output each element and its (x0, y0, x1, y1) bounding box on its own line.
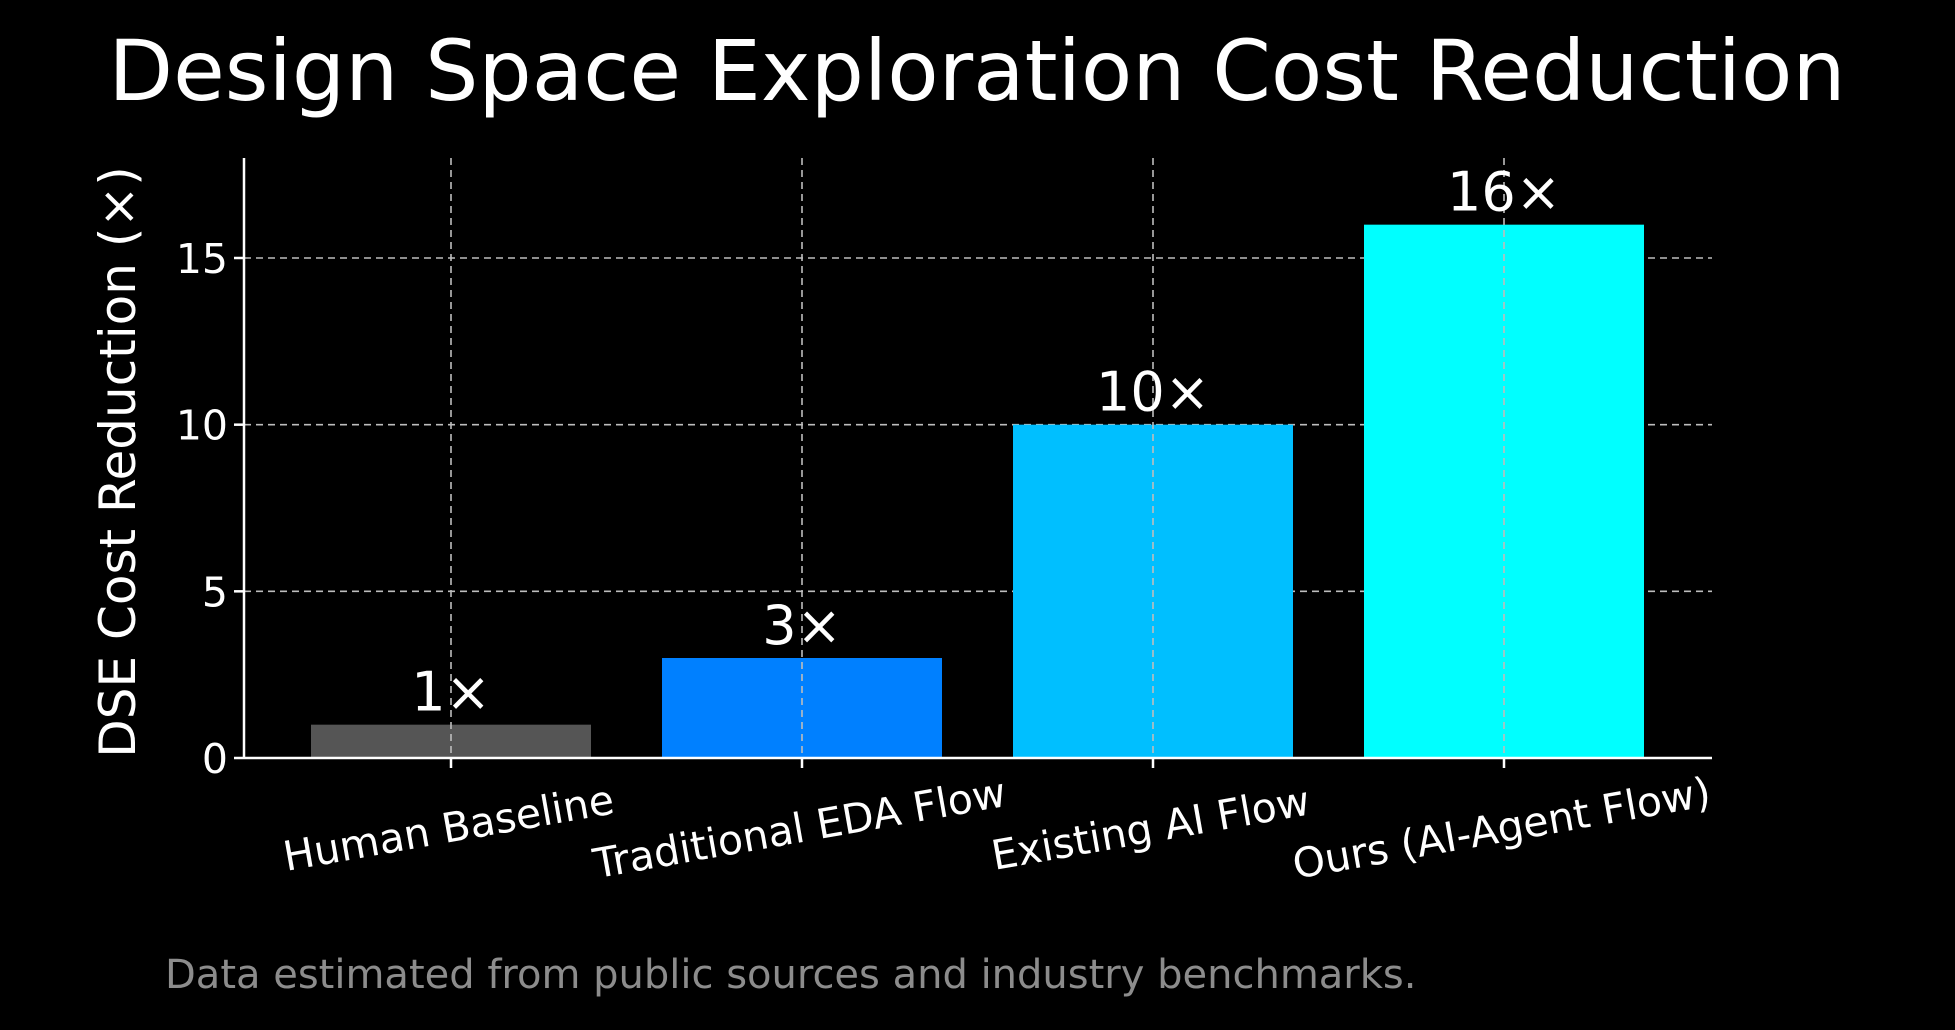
grid (244, 257, 1712, 593)
y-tick-label: 0 (202, 735, 228, 783)
vertical-grid (450, 158, 1505, 758)
x-tick-label: Traditional EDA Flow (589, 768, 1010, 888)
bar-value-label: 16× (1447, 161, 1561, 224)
data-labels: 1× 3× 10× 16× (411, 161, 1561, 724)
bars (311, 224, 1644, 758)
x-tick-label: Human Baseline (280, 776, 618, 881)
y-tick-label: 5 (202, 568, 228, 616)
bar-value-label: 1× (411, 661, 491, 724)
y-ticks: 0 5 10 15 (176, 235, 244, 783)
y-tick-label: 10 (176, 402, 228, 450)
bar-4 (1364, 224, 1644, 758)
x-tick-label: Existing AI Flow (988, 777, 1314, 880)
chart-title: Design Space Exploration Cost Reduction (108, 22, 1845, 120)
x-tick-label: Ours (AI-Agent Flow) (1289, 768, 1714, 889)
footnote: Data estimated from public sources and i… (165, 952, 1416, 998)
y-axis-label: DSE Cost Reduction (×) (89, 166, 147, 758)
bar-value-label: 3× (762, 594, 842, 657)
bar-value-label: 10× (1096, 361, 1210, 424)
bar-2 (662, 658, 942, 758)
y-tick-label: 15 (176, 235, 228, 283)
